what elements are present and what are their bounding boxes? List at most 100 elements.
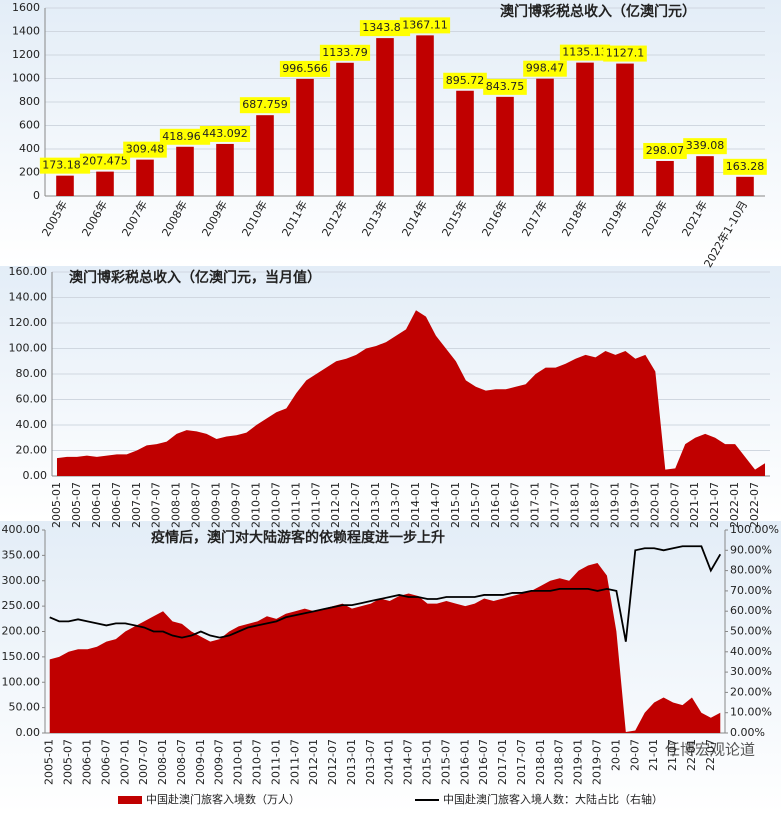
- bar: [456, 90, 474, 196]
- x-tick-label: 2011-01: [269, 739, 282, 785]
- x-tick-label: 2018-01: [569, 482, 582, 528]
- y-tick-label: 400.00: [2, 523, 41, 536]
- x-tick-label: 21-01: [647, 739, 660, 771]
- y2-tick-label: 30.00%: [730, 665, 772, 678]
- y-tick-label: 160.00: [9, 265, 48, 278]
- value-label: 1135.13: [562, 46, 608, 59]
- legend-label: 中国赴澳门旅客入境数（万人）: [146, 792, 300, 806]
- x-tick-label: 2021-07: [708, 482, 721, 528]
- x-tick-label: 2015-07: [439, 739, 452, 785]
- x-tick-label: 2021-01: [688, 482, 701, 528]
- x-tick-label: 2013-07: [364, 739, 377, 785]
- value-label: 1133.79: [322, 46, 368, 59]
- x-tick-label: 2006-01: [81, 739, 94, 785]
- y-tick-label: 200.00: [2, 625, 41, 638]
- value-label: 1127.1: [606, 47, 645, 60]
- bar: [216, 143, 234, 196]
- legend-label: 中国赴澳门旅客入境人数：大陆占比（右轴）: [443, 792, 663, 806]
- x-tick-label: 2012-07: [349, 482, 362, 528]
- y-tick-label: 200: [19, 166, 40, 179]
- x-tick-label: 2019-01: [572, 739, 585, 785]
- value-label-bg: [39, 157, 91, 174]
- value-label: 996.566: [282, 62, 328, 75]
- y2-tick-label: 0.00%: [730, 726, 765, 739]
- y2-tick-label: 80.00%: [730, 564, 772, 577]
- value-label-bg: [723, 158, 767, 175]
- x-tick-label: 2010-07: [269, 482, 282, 528]
- value-label-bg: [159, 128, 211, 145]
- x-tick-label: 2008-01: [170, 482, 183, 528]
- x-tick-label: 2007-07: [137, 739, 150, 785]
- x-tick-label: 2005-01: [50, 482, 63, 528]
- x-tick-label: 2019-07: [591, 739, 604, 785]
- value-label-bg: [603, 45, 647, 62]
- value-label-bg: [199, 125, 251, 142]
- x-tick-label: 2007-01: [118, 739, 131, 785]
- value-label: 163.28: [726, 160, 765, 173]
- value-label-bg: [559, 44, 611, 61]
- y-tick-label: 1600: [12, 1, 40, 14]
- x-tick-label: 2008-07: [175, 739, 188, 785]
- x-tick-label: 21-07: [666, 739, 679, 771]
- x-tick-label: 2005-07: [62, 739, 75, 785]
- chart-title: 澳门博彩税总收入（亿澳门元）: [500, 3, 696, 20]
- y2-tick-label: 50.00%: [730, 625, 772, 638]
- value-label-bg: [79, 153, 131, 170]
- value-label: 843.75: [486, 80, 525, 93]
- bar: [536, 78, 554, 196]
- x-tick-label: 2010-01: [249, 482, 262, 528]
- y-tick-label: 20.00: [16, 444, 48, 457]
- x-tick-label: 2010-07: [251, 739, 264, 785]
- value-label: 1367.11: [402, 18, 448, 31]
- x-tick-label: 2007-07: [150, 482, 163, 528]
- x-tick-label: 2013-01: [345, 739, 358, 785]
- x-tick-label: 2006-07: [110, 482, 123, 528]
- bar: [616, 63, 634, 196]
- y-tick-label: 140.00: [9, 291, 48, 304]
- value-label: 443.092: [202, 127, 248, 140]
- x-tick-label: 2011-07: [309, 482, 322, 528]
- x-tick-label: 2016-07: [477, 739, 490, 785]
- x-tick-label: 2017-07: [515, 739, 528, 785]
- x-tick-label: 22-01: [685, 739, 698, 771]
- x-tick-label: 2011-01: [289, 482, 302, 528]
- x-tick-label: 2019-07: [628, 482, 641, 528]
- x-tick-label: 2014-01: [383, 739, 396, 785]
- watermark: 任博宏观论道: [665, 741, 755, 759]
- y-tick-label: 0.00: [16, 726, 41, 739]
- line: [49, 545, 722, 642]
- value-label-bg: [239, 97, 291, 114]
- x-tick-label: 2015-07: [469, 482, 482, 528]
- x-tick-label: 2009-07: [213, 739, 226, 785]
- x-tick-label: 2014-07: [402, 739, 415, 785]
- y-tick-label: 1200: [12, 48, 40, 61]
- x-tick-label: 2018-07: [588, 482, 601, 528]
- x-tick-label: 2005-07: [70, 482, 83, 528]
- bar: [256, 115, 274, 196]
- x-tick-label: 2015-01: [449, 482, 462, 528]
- value-label: 418.965: [162, 130, 208, 143]
- x-tick-label: 2020-07: [668, 482, 681, 528]
- x-tick-label: 2006-07: [99, 739, 112, 785]
- x-tick-label: 2008-01: [156, 739, 169, 785]
- x-tick-label: 2015-01: [421, 739, 434, 785]
- value-label: 998.47: [526, 62, 565, 75]
- value-label: 895.72: [446, 74, 485, 87]
- value-label: 298.07: [646, 144, 685, 157]
- y-tick-label: 80.00: [16, 367, 48, 380]
- y2-tick-label: 40.00%: [730, 645, 772, 658]
- y-tick-label: 300.00: [2, 574, 41, 587]
- value-label: 173.187: [42, 159, 88, 172]
- legend-swatch: [118, 796, 142, 804]
- y-tick-label: 40.00: [16, 418, 48, 431]
- x-tick-label: 2016-01: [489, 482, 502, 528]
- x-tick-label: 2006-01: [90, 482, 103, 528]
- area: [49, 562, 721, 733]
- x-tick-label: 2018-07: [553, 739, 566, 785]
- value-label-bg: [683, 138, 727, 155]
- x-tick-label: 2011-07: [288, 739, 301, 785]
- chart-title: 澳门博彩税总收入（亿澳门元，当月值）: [69, 269, 321, 286]
- y2-tick-label: 90.00%: [730, 543, 772, 556]
- bar: [336, 62, 354, 196]
- x-tick-label: 2009-01: [210, 482, 223, 528]
